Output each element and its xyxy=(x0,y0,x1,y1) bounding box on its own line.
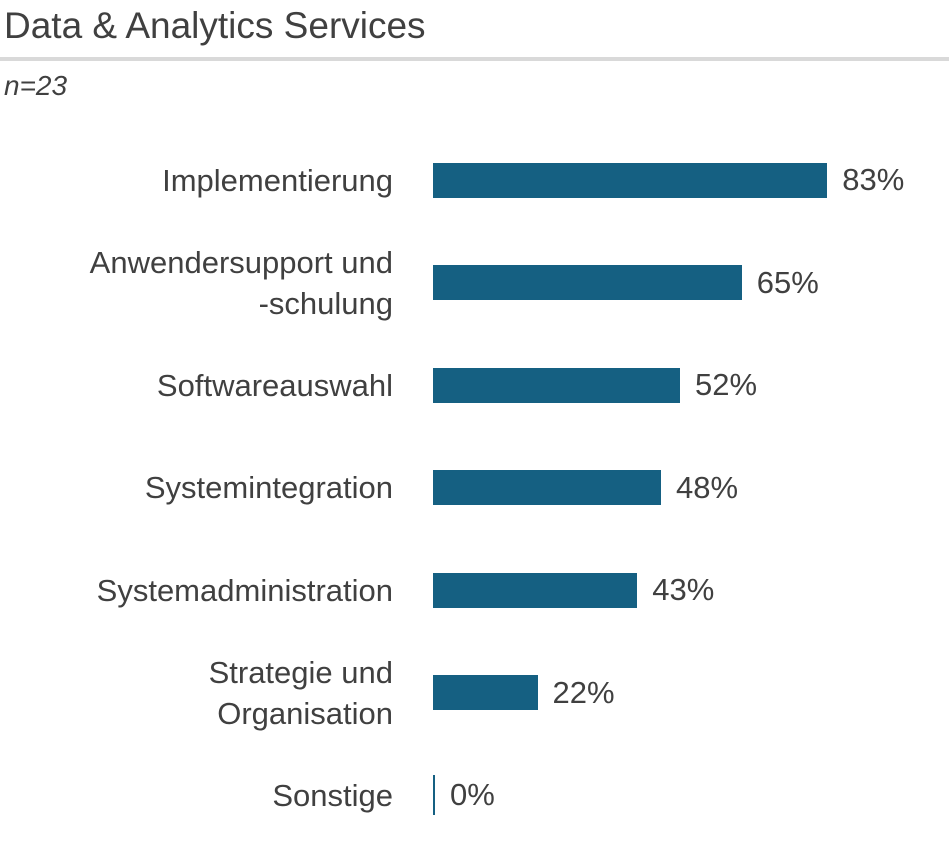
bar-area: 83% xyxy=(433,162,904,198)
bar-area: 52% xyxy=(433,367,757,403)
category-label: Systemintegration xyxy=(144,470,393,506)
value-label: 52% xyxy=(695,367,758,403)
value-label: 65% xyxy=(756,264,819,300)
bar xyxy=(433,367,680,403)
bar xyxy=(433,265,742,301)
sample-size-note: n=23 xyxy=(4,70,68,101)
category-label: Implementierung xyxy=(162,162,393,198)
bar-area: 65% xyxy=(433,265,819,301)
bar-area: 0% xyxy=(433,775,495,816)
chart-row: Anwendersupport und -schulung 65% xyxy=(0,232,949,335)
category-label: Anwendersupport und -schulung xyxy=(89,244,393,321)
value-label: 83% xyxy=(842,162,905,198)
chart-row: Systemadministration 43% xyxy=(0,539,949,642)
title-divider xyxy=(0,57,949,61)
value-label: 43% xyxy=(652,572,715,608)
bar xyxy=(433,675,538,711)
bar-area: 43% xyxy=(433,572,714,608)
chart-row: Implementierung 83% xyxy=(0,129,949,232)
value-label: 48% xyxy=(676,469,739,505)
category-label: Sonstige xyxy=(272,777,393,813)
bar xyxy=(433,470,661,506)
chart-row: Softwareauswahl 52% xyxy=(0,334,949,437)
category-label: Softwareauswahl xyxy=(156,367,393,403)
category-label: Strategie und Organisation xyxy=(208,654,393,731)
bar-area: 48% xyxy=(433,470,738,506)
value-label: 22% xyxy=(552,674,615,710)
category-label: Systemadministration xyxy=(96,572,393,608)
bar-area: 22% xyxy=(433,675,615,711)
bar-chart: Implementierung 83% Anwendersupport und -s… xyxy=(0,129,949,847)
bar xyxy=(433,572,638,608)
chart-row: Strategie und Organisation 22% xyxy=(0,642,949,745)
chart-row: Systemintegration 48% xyxy=(0,437,949,540)
value-label: 0% xyxy=(450,777,495,813)
zero-baseline-tick xyxy=(433,775,435,816)
page-title: Data & Analytics Services xyxy=(4,5,426,46)
bar xyxy=(433,162,828,198)
chart-row: Sonstige 0% xyxy=(0,744,949,847)
